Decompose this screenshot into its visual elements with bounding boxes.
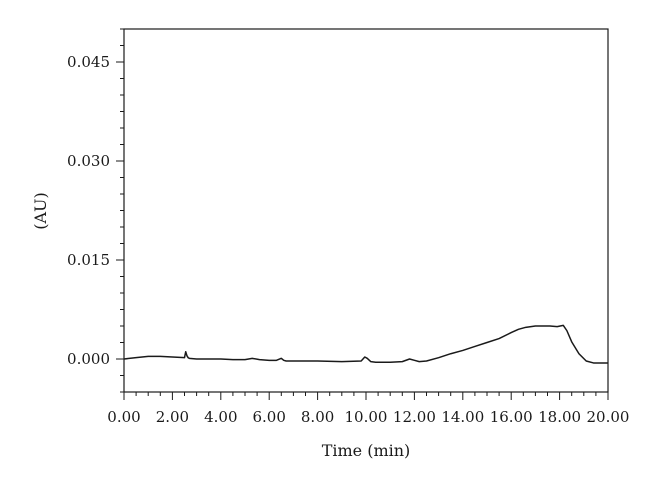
chromatogram-trace <box>123 324 608 364</box>
x-tick-label: 10.00 <box>345 408 388 426</box>
x-tick-label: 16.00 <box>490 408 533 426</box>
plot-frame <box>123 28 609 393</box>
x-tick-label: 12.00 <box>393 408 436 426</box>
x-axis: 0.00 2.00 4.00 6.00 8.00 10.00 12.00 14.00 16.00… <box>107 392 629 426</box>
x-tick-label: 14.00 <box>441 408 484 426</box>
y-tick-label: 0.030 <box>67 152 110 170</box>
x-tick-label: 8.00 <box>301 408 334 426</box>
x-tick-label: 4.00 <box>204 408 237 426</box>
x-tick-label: 6.00 <box>252 408 285 426</box>
x-tick-label: 20.00 <box>587 408 630 426</box>
y-axis: 0.000 0.015 0.030 0.045 <box>67 28 124 393</box>
x-tick-label: 0.00 <box>107 408 140 426</box>
y-tick-label: 0.015 <box>67 251 110 269</box>
x-axis-title: Time (min) <box>322 441 411 460</box>
x-tick-label: 18.00 <box>538 408 581 426</box>
y-tick-label: 0.000 <box>67 350 110 368</box>
y-axis-title: (AU) <box>31 192 50 230</box>
x-tick-label: 2.00 <box>156 408 189 426</box>
y-tick-label: 0.045 <box>67 53 110 71</box>
